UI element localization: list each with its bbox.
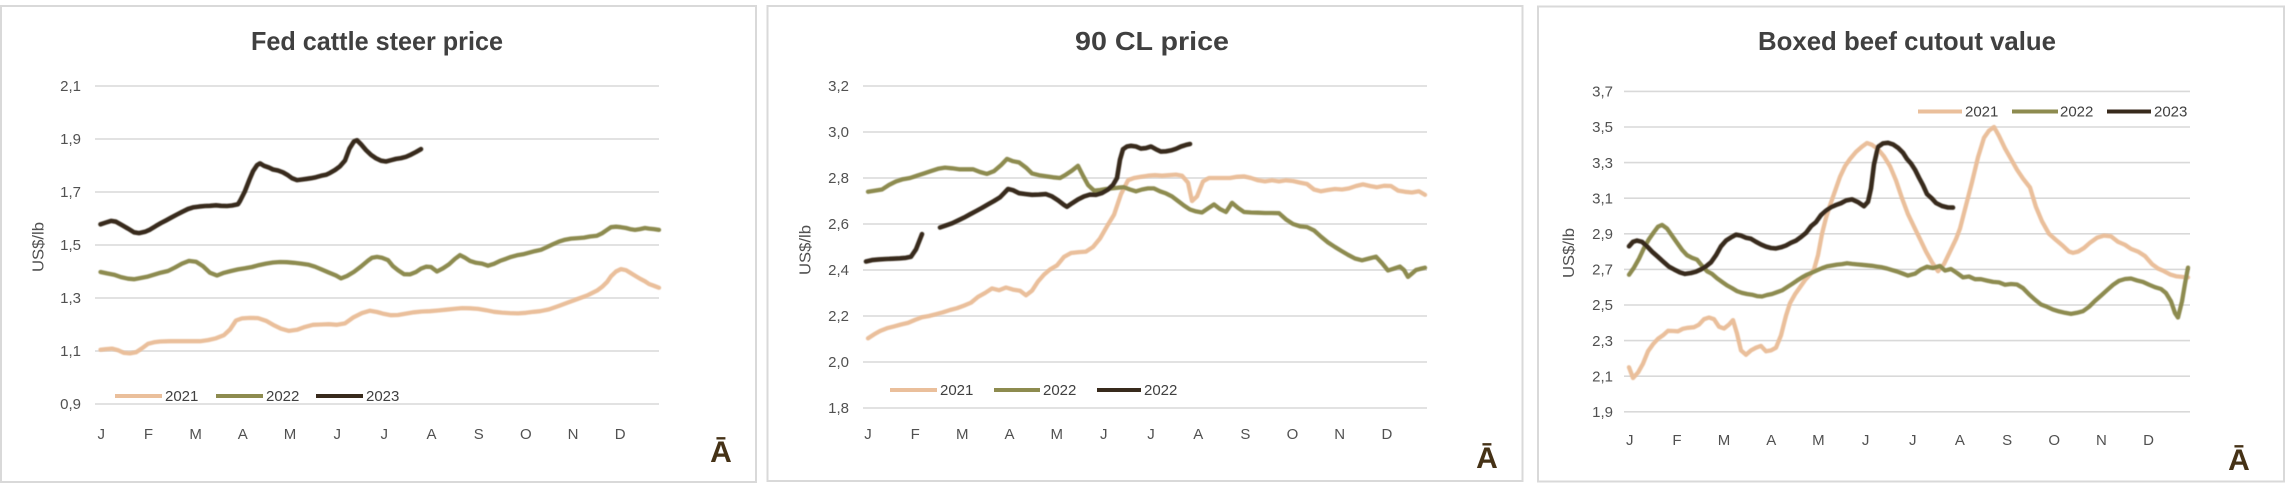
svg-text:M: M <box>189 426 202 443</box>
svg-text:N: N <box>568 426 579 443</box>
svg-text:2,1: 2,1 <box>60 78 81 95</box>
svg-text:D: D <box>2143 432 2154 449</box>
svg-text:Ā: Ā <box>710 436 732 469</box>
svg-text:M: M <box>1718 432 1731 449</box>
svg-text:2,1: 2,1 <box>1592 368 1613 385</box>
svg-text:Boxed beef cutout value: Boxed beef cutout value <box>1758 26 2056 56</box>
svg-text:1,8: 1,8 <box>828 400 849 417</box>
svg-text:2021: 2021 <box>1965 104 1998 121</box>
svg-text:M: M <box>956 426 969 443</box>
svg-text:2023: 2023 <box>366 388 399 405</box>
svg-text:J: J <box>1862 432 1870 449</box>
svg-text:2021: 2021 <box>165 388 198 405</box>
svg-text:1,1: 1,1 <box>60 343 81 360</box>
svg-text:3,0: 3,0 <box>828 124 849 141</box>
svg-text:2,8: 2,8 <box>828 170 849 187</box>
svg-text:J: J <box>1626 432 1634 449</box>
svg-text:1,7: 1,7 <box>60 184 81 201</box>
svg-text:D: D <box>615 426 626 443</box>
svg-text:US$/lb: US$/lb <box>1561 228 1578 278</box>
svg-text:3,3: 3,3 <box>1592 155 1613 172</box>
svg-text:2022: 2022 <box>2060 104 2093 121</box>
svg-text:1,3: 1,3 <box>60 290 81 307</box>
svg-text:2,7: 2,7 <box>1592 262 1613 279</box>
svg-text:2,2: 2,2 <box>828 308 849 325</box>
svg-text:US$/lb: US$/lb <box>798 225 815 275</box>
svg-text:M: M <box>1812 432 1825 449</box>
svg-text:S: S <box>2002 432 2012 449</box>
svg-text:D: D <box>1381 426 1392 443</box>
svg-text:2022: 2022 <box>1144 382 1177 399</box>
svg-text:J: J <box>333 426 341 443</box>
svg-text:J: J <box>1909 432 1917 449</box>
svg-text:N: N <box>2096 432 2107 449</box>
svg-text:F: F <box>911 426 920 443</box>
svg-text:M: M <box>1050 426 1063 443</box>
svg-text:Ā: Ā <box>1476 442 1498 475</box>
svg-text:2022: 2022 <box>1043 382 1076 399</box>
svg-text:Fed cattle steer price: Fed cattle steer price <box>251 26 503 56</box>
svg-text:F: F <box>1672 432 1681 449</box>
svg-text:2,5: 2,5 <box>1592 297 1613 314</box>
svg-text:1,9: 1,9 <box>1592 404 1613 421</box>
svg-text:J: J <box>864 426 872 443</box>
svg-text:S: S <box>1240 426 1250 443</box>
svg-text:O: O <box>520 426 532 443</box>
svg-text:US$/lb: US$/lb <box>31 222 48 272</box>
svg-text:2023: 2023 <box>2154 104 2187 121</box>
svg-text:A: A <box>238 426 248 443</box>
svg-text:2022: 2022 <box>266 388 299 405</box>
svg-text:Ā: Ā <box>2228 444 2250 477</box>
svg-text:90 CL price: 90 CL price <box>1075 26 1229 56</box>
svg-text:1,9: 1,9 <box>60 131 81 148</box>
svg-text:3,2: 3,2 <box>828 78 849 95</box>
svg-text:O: O <box>1287 426 1299 443</box>
svg-text:O: O <box>2048 432 2060 449</box>
svg-text:A: A <box>1955 432 1965 449</box>
svg-text:A: A <box>1193 426 1203 443</box>
svg-text:J: J <box>381 426 389 443</box>
svg-text:3,1: 3,1 <box>1592 190 1613 207</box>
svg-text:S: S <box>474 426 484 443</box>
svg-text:2021: 2021 <box>940 382 973 399</box>
svg-text:J: J <box>1147 426 1155 443</box>
svg-text:N: N <box>1334 426 1345 443</box>
svg-text:A: A <box>426 426 436 443</box>
svg-text:0,9: 0,9 <box>60 396 81 413</box>
svg-text:J: J <box>98 426 106 443</box>
svg-text:A: A <box>1766 432 1776 449</box>
svg-text:J: J <box>1100 426 1108 443</box>
svg-text:F: F <box>144 426 153 443</box>
svg-text:2,0: 2,0 <box>828 354 849 371</box>
svg-text:2,9: 2,9 <box>1592 226 1613 243</box>
svg-text:2,6: 2,6 <box>828 216 849 233</box>
svg-text:3,7: 3,7 <box>1592 84 1613 101</box>
svg-text:2,4: 2,4 <box>828 262 849 279</box>
svg-text:3,5: 3,5 <box>1592 119 1613 136</box>
svg-text:2,3: 2,3 <box>1592 333 1613 350</box>
svg-text:A: A <box>1004 426 1014 443</box>
svg-text:M: M <box>284 426 297 443</box>
svg-text:1,5: 1,5 <box>60 237 81 254</box>
